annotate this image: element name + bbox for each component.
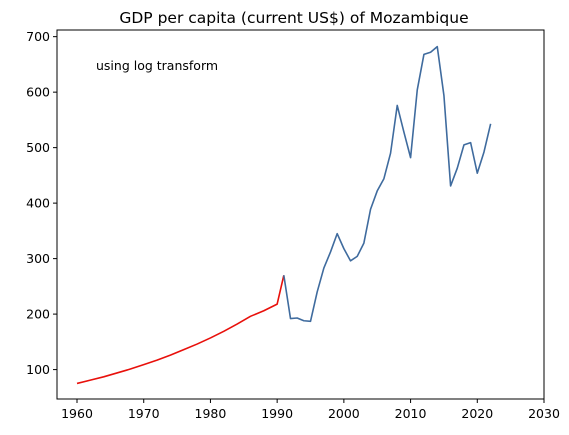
x-tick-label: 1980 [195, 406, 227, 421]
y-tick-label: 500 [26, 140, 50, 155]
chart-title: GDP per capita (current US$) of Mozambiq… [119, 9, 468, 27]
series-layer [76, 45, 492, 385]
x-tick-label: 2030 [528, 406, 560, 421]
y-axis-ticks: 100 200 300 400 500 600 700 [26, 29, 57, 377]
x-tick-label: 2000 [328, 406, 360, 421]
y-tick-label: 600 [26, 85, 50, 100]
x-tick-label: 2010 [395, 406, 427, 421]
series-line-observed [283, 45, 492, 323]
y-tick-label: 300 [26, 251, 50, 266]
series-line-estimated [76, 275, 285, 385]
x-tick-label: 1990 [261, 406, 293, 421]
y-tick-label: 400 [26, 196, 50, 211]
plot-frame [56, 29, 545, 400]
y-tick-label: 200 [26, 307, 50, 322]
y-tick-label: 700 [26, 29, 50, 44]
log-transform-annotation: using log transform [96, 58, 218, 73]
x-tick-label: 1970 [128, 406, 160, 421]
x-tick-label: 1960 [61, 406, 93, 421]
y-tick-label: 100 [26, 362, 50, 377]
x-axis-ticks: 1960 1970 1980 1990 2000 2010 2020 2030 [61, 399, 560, 421]
x-tick-label: 2020 [461, 406, 493, 421]
